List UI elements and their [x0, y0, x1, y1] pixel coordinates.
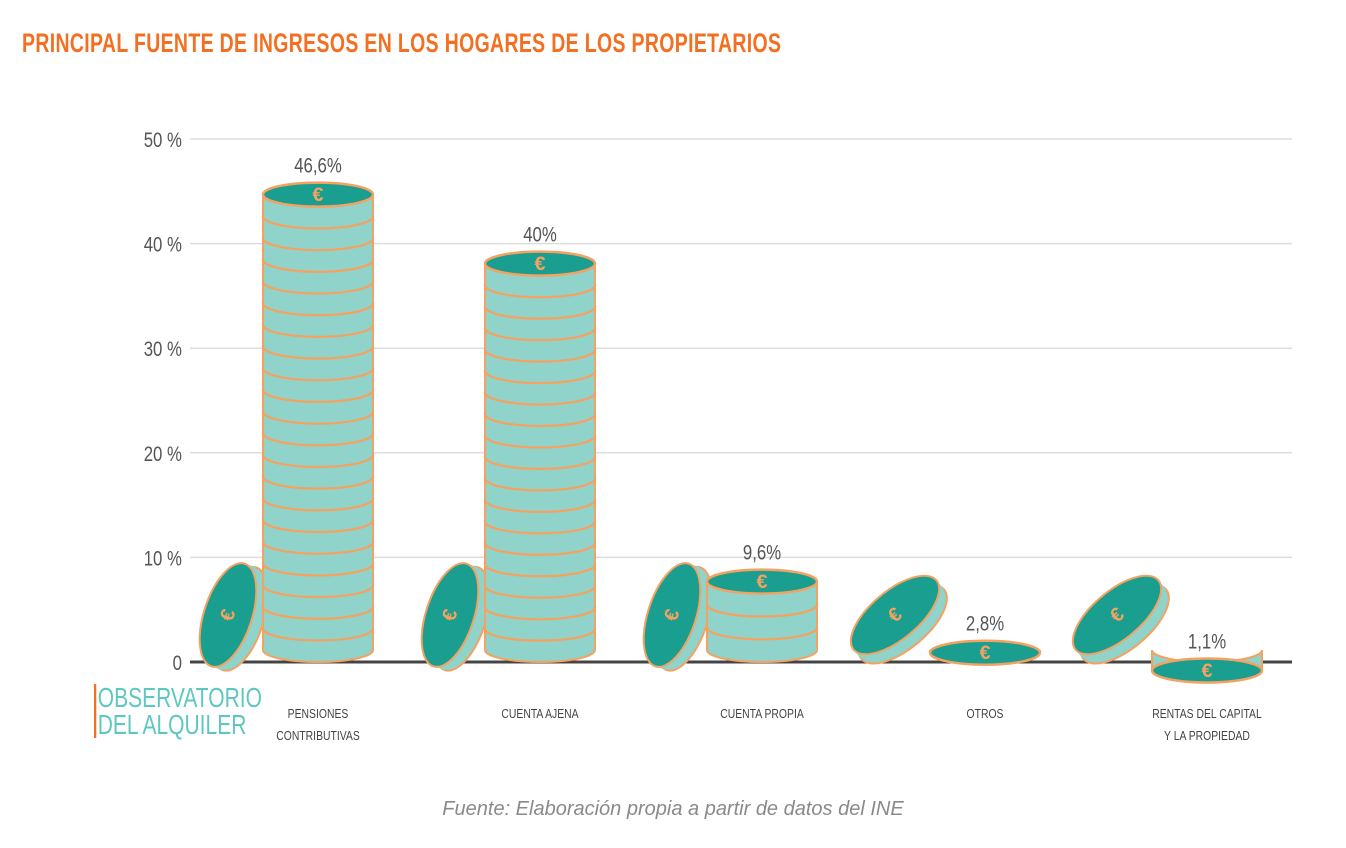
leaning-coin: €: [849, 574, 948, 665]
leaning-coin: €: [642, 562, 713, 672]
observatorio-logo: OBSERVATORIO DEL ALQUILER: [94, 682, 262, 740]
category-label: PENSIONES: [288, 707, 349, 721]
coin-face: [1071, 574, 1163, 656]
logo-line2: DEL ALQUILER: [97, 709, 247, 740]
y-tick-label: 20 %: [144, 443, 182, 466]
coin-top-face: [928, 639, 1042, 666]
category-label: CUENTA AJENA: [501, 707, 578, 721]
y-tick-label: 10 %: [144, 548, 182, 571]
bar-coin-stack: €€: [420, 250, 597, 672]
source-note: Fuente: Elaboración propia a partir de d…: [442, 798, 904, 820]
y-tick-label: 0: [173, 652, 182, 675]
euro-icon: €: [756, 571, 767, 593]
value-label: 40%: [523, 224, 557, 247]
category-label: OTROS: [967, 707, 1004, 721]
leaning-coin: €: [420, 562, 491, 672]
coin-top-face: [483, 250, 597, 277]
logo-line1: OBSERVATORIO: [97, 682, 262, 713]
category-label: CONTRIBUTIVAS: [276, 729, 360, 743]
coin-top-face: [261, 181, 375, 208]
euro-icon: €: [979, 642, 990, 664]
bar-coin-stack: €€: [198, 181, 375, 672]
bar-coin-stack: €€: [642, 562, 819, 672]
coin-top-face: [1150, 657, 1264, 684]
y-tick-label: 50 %: [144, 129, 182, 152]
coin-face: [849, 574, 941, 656]
category-label: CUENTA PROPIA: [720, 707, 804, 721]
euro-icon: €: [312, 184, 323, 206]
coin-top-face: [705, 568, 819, 595]
bar-coin-stack: €€: [1071, 574, 1264, 684]
coin-face: [198, 562, 258, 668]
value-label: 1,1%: [1188, 631, 1226, 654]
euro-icon: €: [534, 253, 545, 275]
category-label: Y LA PROPIEDAD: [1164, 729, 1250, 743]
y-tick-label: 40 %: [144, 234, 182, 257]
coin-face: [420, 562, 480, 668]
coin-face: [642, 562, 702, 668]
leaning-coin: €: [198, 562, 269, 672]
value-label: 9,6%: [743, 542, 781, 565]
chart-title: PRINCIPAL FUENTE DE INGRESOS EN LOS HOGA…: [22, 28, 782, 58]
value-label: 2,8%: [966, 613, 1004, 636]
euro-icon: €: [1201, 660, 1212, 682]
y-tick-label: 30 %: [144, 339, 182, 362]
leaning-coin: €: [1071, 574, 1170, 665]
category-label: RENTAS DEL CAPITAL: [1152, 707, 1262, 721]
value-label: 46,6%: [294, 155, 342, 178]
bar-coin-stack: €€: [849, 574, 1042, 666]
